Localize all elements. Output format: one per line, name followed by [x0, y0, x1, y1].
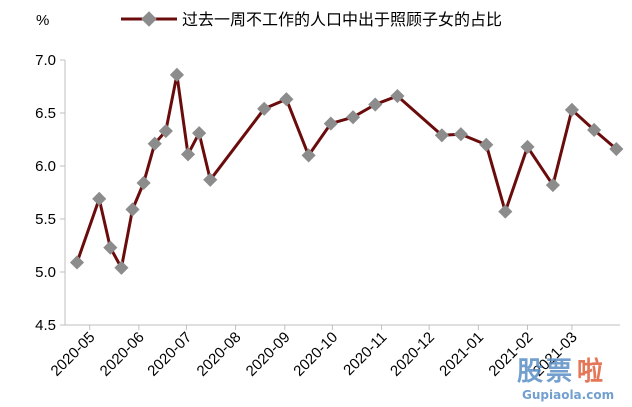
x-tick-label: 2020-11 [340, 329, 390, 379]
x-tick-label: 2020-05 [48, 329, 99, 380]
watermark-char-1: 股 [517, 357, 543, 387]
data-point [158, 123, 173, 139]
data-point [323, 116, 338, 131]
y-ticks: 4.5 5.0 5.5 6.0 6.5 7.0 [35, 52, 65, 334]
data-point [114, 260, 129, 275]
data-point [609, 141, 624, 157]
x-tick-label: 2020-08 [194, 329, 245, 380]
series-markers [69, 67, 624, 275]
data-point [192, 126, 207, 141]
data-point [498, 204, 513, 219]
watermark: 股 票 啦 Gupiaola.com [517, 356, 614, 402]
legend-marker [141, 11, 157, 27]
data-point [92, 191, 107, 206]
x-tick-label: 2020-09 [243, 329, 294, 380]
y-tick-label: 5.5 [35, 211, 56, 228]
data-point [587, 122, 602, 138]
data-point [147, 136, 162, 151]
data-point [279, 92, 294, 107]
x-tick-label: 2020-12 [387, 329, 438, 380]
data-point [69, 255, 85, 270]
y-tick-label: 4.5 [35, 317, 56, 334]
data-point [103, 240, 118, 255]
data-point [125, 202, 140, 217]
y-tick-label: 6.0 [35, 158, 56, 175]
y-tick-label: 6.5 [35, 105, 56, 122]
data-point [203, 172, 218, 187]
watermark-char-2: 票 [546, 357, 572, 387]
y-tick-label: 7.0 [35, 52, 56, 69]
data-point [368, 97, 383, 112]
legend-label: 过去一周不工作的人口中出于照顾子女的占比 [182, 10, 502, 29]
y-tick-label: 5.0 [35, 264, 56, 281]
watermark-char-3: 啦 [577, 356, 603, 387]
data-point [136, 175, 151, 191]
x-tick-label: 2020-10 [290, 329, 341, 380]
data-point [564, 102, 579, 117]
y-unit-label: % [36, 12, 49, 29]
data-point [479, 137, 494, 152]
x-ticks: 2020-052020-062020-072020-082020-092020-… [48, 325, 581, 380]
data-point [257, 101, 272, 116]
watermark-url: Gupiaola.com [522, 388, 614, 402]
data-point [453, 127, 468, 142]
data-point [434, 128, 449, 143]
legend: 过去一周不工作的人口中出于照顾子女的占比 [121, 10, 502, 29]
x-tick-label: 2020-07 [144, 329, 195, 380]
data-point [520, 139, 535, 154]
series-line [75, 73, 618, 270]
data-point [180, 147, 196, 162]
data-point [169, 67, 185, 82]
x-tick-label: 2021-01 [436, 329, 487, 380]
data-point [390, 88, 405, 104]
data-point [545, 178, 560, 193]
x-tick-label: 2020-06 [97, 329, 148, 380]
data-point [345, 110, 361, 125]
data-point [301, 148, 316, 163]
